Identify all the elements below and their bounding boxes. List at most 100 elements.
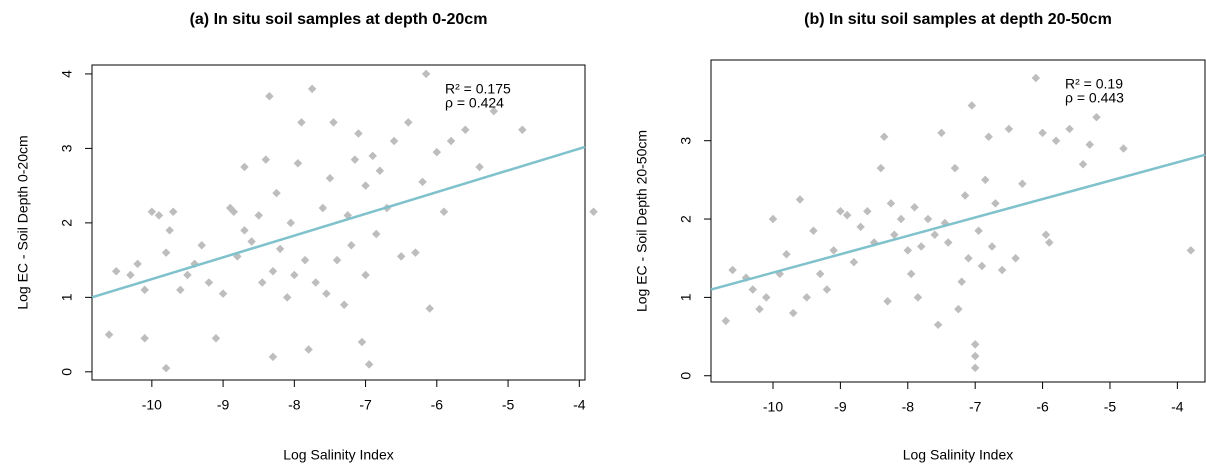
x-tick-label: -8: [902, 399, 915, 415]
point: [372, 229, 381, 239]
point: [1018, 179, 1027, 189]
point: [849, 257, 859, 267]
point: [1186, 246, 1196, 255]
point: [154, 211, 164, 220]
x-tick-label: -9: [217, 397, 230, 413]
annotation: R² = 0.19: [1065, 76, 1123, 92]
chart-title: (b) In situ soil samples at depth 20-50c…: [804, 11, 1112, 28]
point: [964, 253, 973, 263]
x-tick-label: -5: [502, 397, 515, 413]
point: [930, 230, 939, 239]
point: [268, 267, 278, 276]
point: [906, 269, 916, 279]
point: [518, 125, 527, 135]
x-tick-label: -8: [288, 397, 301, 413]
point: [967, 101, 977, 110]
point: [802, 293, 811, 302]
point: [282, 293, 292, 302]
point: [140, 334, 149, 343]
point: [347, 240, 356, 250]
point: [1011, 253, 1020, 263]
plot-frame: [710, 59, 1206, 383]
point: [910, 203, 919, 212]
point: [396, 252, 406, 261]
y-tick-label: 1: [678, 293, 694, 301]
point: [461, 125, 470, 135]
point: [211, 334, 221, 343]
point: [1119, 144, 1128, 153]
point: [140, 285, 149, 295]
point: [357, 337, 367, 347]
point: [879, 132, 889, 142]
point: [1051, 136, 1061, 145]
point: [293, 159, 303, 168]
point: [329, 118, 338, 127]
point: [425, 304, 434, 313]
point: [350, 155, 360, 164]
point: [104, 330, 114, 339]
point: [589, 207, 598, 216]
point: [339, 300, 349, 310]
point: [1092, 112, 1101, 122]
point: [1078, 159, 1088, 169]
point: [997, 265, 1007, 275]
point: [218, 289, 228, 298]
y-tick-label: 0: [678, 372, 694, 380]
point: [261, 155, 271, 164]
y-tick-label: 3: [59, 144, 75, 152]
point: [240, 162, 249, 172]
point: [304, 345, 313, 354]
point: [748, 285, 758, 294]
point: [183, 270, 192, 280]
x-tick-label: -6: [1036, 399, 1049, 415]
point: [161, 363, 171, 373]
y-tick-label: 0: [59, 368, 75, 376]
y-tick-label: 2: [59, 219, 75, 227]
point: [446, 136, 456, 146]
point: [272, 188, 281, 198]
point: [421, 69, 431, 79]
x-tick-label: -4: [573, 397, 586, 413]
point: [970, 340, 980, 349]
point: [876, 163, 886, 173]
point: [354, 129, 363, 138]
point: [265, 92, 274, 101]
point: [133, 259, 142, 269]
point: [1038, 128, 1047, 138]
point: [147, 207, 157, 216]
point: [829, 246, 838, 255]
point: [896, 214, 906, 224]
point: [404, 118, 413, 127]
y-tick-label: 1: [59, 293, 75, 301]
point: [957, 277, 966, 286]
point: [954, 304, 963, 314]
point: [1085, 140, 1094, 149]
fit-line: [710, 153, 1206, 291]
y-axis-label: Log EC - Soil Depth 20-50cm: [634, 130, 650, 312]
point: [782, 250, 791, 259]
point: [111, 267, 121, 276]
point: [950, 163, 960, 173]
annotation: R² = 0.175: [445, 81, 511, 97]
point: [364, 360, 374, 369]
point: [943, 238, 953, 247]
point: [923, 214, 933, 224]
point: [286, 218, 296, 228]
point: [247, 237, 256, 246]
point: [176, 285, 185, 295]
point: [389, 136, 399, 146]
point: [974, 226, 983, 236]
point: [987, 242, 997, 251]
point: [411, 248, 420, 257]
point: [332, 255, 342, 265]
point: [822, 285, 832, 294]
x-tick-label: -7: [359, 397, 372, 413]
point: [903, 246, 913, 255]
x-axis-label: Log Salinity Index: [903, 447, 1014, 463]
point: [325, 173, 335, 183]
point: [300, 255, 310, 265]
chart-title: (a) In situ soil samples at depth 0-20cm: [190, 11, 488, 28]
point: [297, 118, 306, 127]
